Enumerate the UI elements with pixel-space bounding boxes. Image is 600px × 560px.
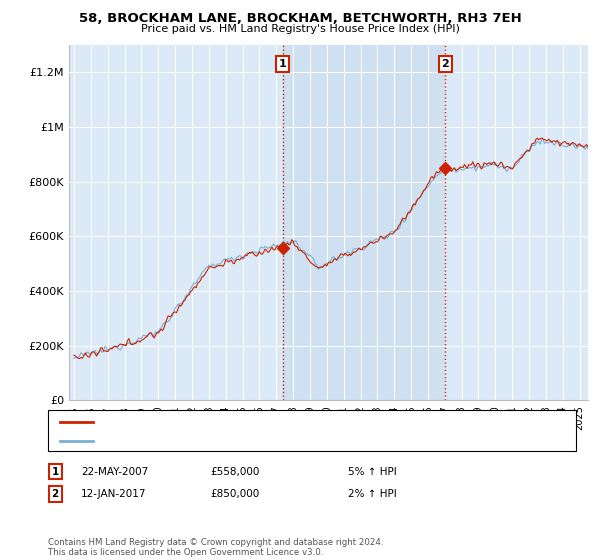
Text: Price paid vs. HM Land Registry's House Price Index (HPI): Price paid vs. HM Land Registry's House … xyxy=(140,24,460,34)
Text: 1: 1 xyxy=(52,466,59,477)
Text: 2% ↑ HPI: 2% ↑ HPI xyxy=(348,489,397,499)
Text: 12-JAN-2017: 12-JAN-2017 xyxy=(81,489,146,499)
Text: HPI: Average price, detached house, Mole Valley: HPI: Average price, detached house, Mole… xyxy=(99,436,340,446)
Text: 2: 2 xyxy=(442,59,449,69)
Text: 58, BROCKHAM LANE, BROCKHAM, BETCHWORTH, RH3 7EH: 58, BROCKHAM LANE, BROCKHAM, BETCHWORTH,… xyxy=(79,12,521,25)
Text: £558,000: £558,000 xyxy=(210,466,259,477)
Text: 22-MAY-2007: 22-MAY-2007 xyxy=(81,466,148,477)
Text: Contains HM Land Registry data © Crown copyright and database right 2024.
This d: Contains HM Land Registry data © Crown c… xyxy=(48,538,383,557)
Text: 58, BROCKHAM LANE, BROCKHAM, BETCHWORTH, RH3 7EH (detached house): 58, BROCKHAM LANE, BROCKHAM, BETCHWORTH,… xyxy=(99,417,487,427)
Text: £850,000: £850,000 xyxy=(210,489,259,499)
Text: 2: 2 xyxy=(52,489,59,499)
Text: 5% ↑ HPI: 5% ↑ HPI xyxy=(348,466,397,477)
Bar xyxy=(283,45,445,400)
Text: 1: 1 xyxy=(279,59,287,69)
